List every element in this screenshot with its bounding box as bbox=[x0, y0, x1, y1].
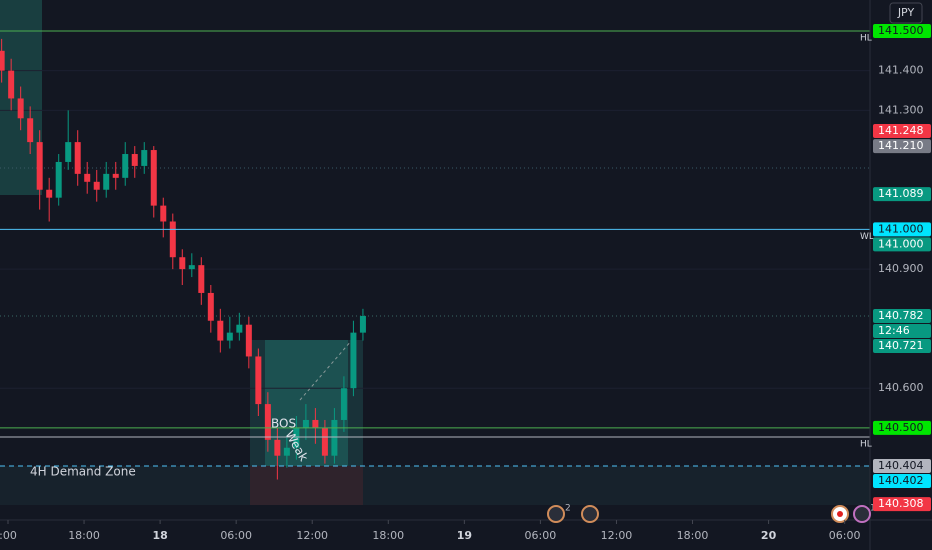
x-tick-label: 06:00 bbox=[525, 529, 557, 542]
price-badge bbox=[873, 323, 931, 338]
candle-body bbox=[264, 404, 271, 440]
candle-body bbox=[188, 265, 195, 270]
candle-body bbox=[359, 315, 366, 333]
event-icon[interactable] bbox=[547, 505, 565, 523]
x-tick-label: :00 bbox=[0, 529, 17, 542]
candle-body bbox=[27, 118, 34, 143]
level-label: WL bbox=[860, 232, 874, 242]
candle-body bbox=[217, 320, 224, 341]
event-icon[interactable] bbox=[853, 505, 871, 523]
x-tick-label: 06:00 bbox=[829, 529, 861, 542]
candle-body bbox=[179, 257, 186, 270]
y-tick-label: 141.400 bbox=[878, 64, 924, 77]
candle-body bbox=[93, 181, 100, 190]
price-badge-label: 141.000 bbox=[878, 222, 924, 235]
price-badge bbox=[873, 237, 931, 252]
candle-body bbox=[84, 173, 91, 182]
candle-body bbox=[55, 161, 62, 198]
event-icon bbox=[837, 511, 843, 517]
price-badge bbox=[873, 497, 931, 512]
candle-body bbox=[131, 154, 138, 166]
candle-body bbox=[226, 332, 233, 341]
candle-body bbox=[150, 150, 157, 206]
price-badge-label: 141.000 bbox=[878, 237, 924, 250]
candle-body bbox=[350, 332, 357, 389]
x-tick-label: 18:00 bbox=[677, 529, 709, 542]
candle-body bbox=[169, 221, 176, 258]
price-badge bbox=[873, 420, 931, 435]
currency: JPY bbox=[897, 6, 915, 19]
candle-body bbox=[74, 142, 81, 174]
price-badge bbox=[873, 338, 931, 353]
price-badge-label: 141.210 bbox=[878, 139, 924, 152]
candle-body bbox=[36, 142, 43, 190]
price-badge bbox=[873, 23, 931, 38]
level-label: HL bbox=[860, 33, 872, 43]
candle-body bbox=[207, 292, 214, 321]
trend-line bbox=[299, 339, 353, 401]
x-tick-label: 18:00 bbox=[372, 529, 404, 542]
candle-body bbox=[312, 419, 319, 428]
candle-body bbox=[293, 427, 300, 448]
annotation: 4H Demand Zone bbox=[30, 465, 136, 479]
candle-body bbox=[17, 98, 24, 119]
price-badge-label: 140.721 bbox=[878, 339, 924, 352]
event-icon[interactable] bbox=[581, 505, 599, 523]
x-tick-label: 19 bbox=[457, 529, 472, 542]
candle-body bbox=[321, 427, 328, 456]
y-tick-label: 140.900 bbox=[878, 262, 924, 275]
candle-body bbox=[302, 419, 309, 428]
candle-body bbox=[141, 150, 148, 166]
price-badge-label: 141.089 bbox=[878, 187, 924, 200]
price-badge-label: 141.248 bbox=[878, 124, 924, 137]
price-badge bbox=[873, 123, 931, 138]
price-badge-label: 140.500 bbox=[878, 421, 924, 434]
x-tick-label: 20 bbox=[761, 529, 777, 542]
price-badge bbox=[873, 222, 931, 237]
candle-body bbox=[103, 173, 110, 190]
x-tick-label: 06:00 bbox=[220, 529, 252, 542]
candle-body bbox=[122, 154, 129, 178]
candle-body bbox=[283, 447, 290, 456]
candle-body bbox=[340, 388, 347, 420]
price-badge bbox=[873, 474, 931, 489]
price-badge-label: 12:46 bbox=[878, 324, 910, 337]
x-tick-label: 18:00 bbox=[68, 529, 100, 542]
price-badge bbox=[873, 308, 931, 323]
price-badge bbox=[873, 459, 931, 474]
x-tick-label: 18 bbox=[152, 529, 167, 542]
candle-body bbox=[65, 142, 72, 162]
candle-body bbox=[331, 419, 338, 456]
candle-body bbox=[0, 50, 5, 71]
price-badge-label: 140.402 bbox=[878, 474, 924, 487]
event-count: 2 bbox=[565, 504, 571, 514]
candle-body bbox=[112, 173, 119, 178]
candle-body bbox=[198, 265, 205, 293]
price-badge-label: 141.500 bbox=[878, 24, 924, 37]
x-tick-label: 12:00 bbox=[296, 529, 328, 542]
candle-body bbox=[255, 356, 262, 405]
candle-body bbox=[245, 324, 252, 357]
candle-body bbox=[236, 324, 243, 333]
price-badge-label: 140.782 bbox=[878, 309, 924, 322]
candle-body bbox=[274, 439, 281, 456]
zone-band bbox=[0, 466, 870, 505]
y-tick-label: 141.300 bbox=[878, 103, 924, 116]
price-badge-label: 140.404 bbox=[878, 459, 924, 472]
candle-body bbox=[46, 189, 53, 198]
annotation: BOS bbox=[271, 417, 296, 431]
level-label: HL bbox=[860, 440, 872, 450]
candle-body bbox=[8, 70, 15, 99]
candle-body bbox=[160, 205, 167, 222]
y-tick-label: 140.600 bbox=[878, 381, 924, 394]
price-badge bbox=[873, 187, 931, 202]
price-badge bbox=[873, 139, 931, 154]
price-badge-label: 140.308 bbox=[878, 497, 924, 510]
x-tick-label: 12:00 bbox=[601, 529, 633, 542]
currency-box[interactable] bbox=[889, 2, 923, 24]
